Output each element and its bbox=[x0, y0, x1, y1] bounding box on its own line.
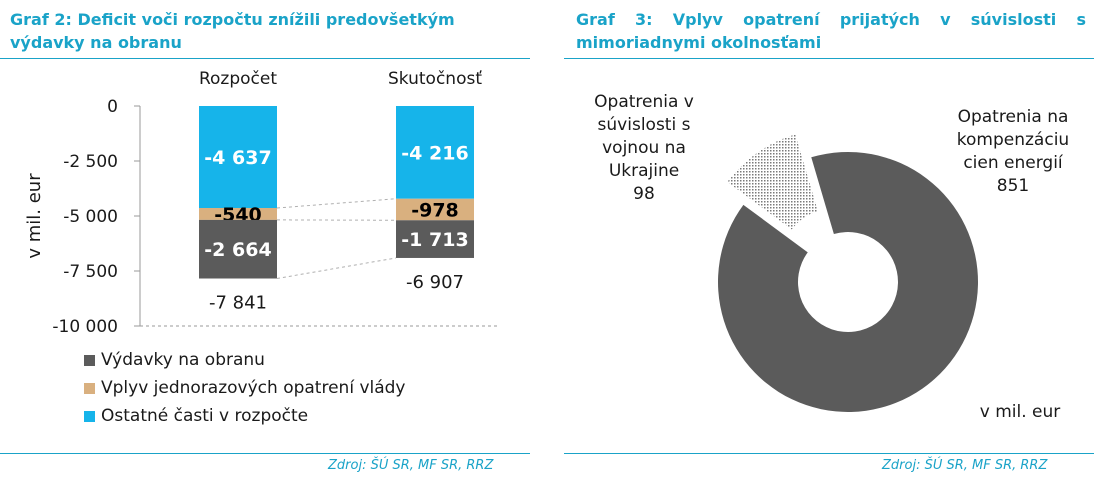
legend-label: Výdavky na obranu bbox=[101, 350, 265, 370]
source-note: Zdroj: ŠÚ SR, MF SR, RRZ bbox=[328, 458, 494, 473]
bar-segment bbox=[199, 219, 277, 279]
donut-slice bbox=[718, 151, 978, 412]
slice-label: Opatrenia v súvislosti s vojnou na Ukrajine… bbox=[594, 92, 694, 204]
y-tick-label: -7 500 bbox=[63, 262, 118, 282]
total-label: -7 841 bbox=[209, 293, 267, 314]
chart-title: Graf 2: Deficit voči rozpočtu znížili pr… bbox=[10, 10, 455, 52]
category-label: Rozpočet bbox=[199, 69, 277, 89]
chart-title: Graf 3: Vplyv opatrení prijatých v súvis… bbox=[576, 10, 1086, 52]
connector-line bbox=[276, 198, 397, 209]
title-divider bbox=[0, 58, 530, 59]
y-axis-label: v mil. eur bbox=[24, 173, 45, 259]
legend-item: Výdavky na obranu bbox=[84, 346, 406, 374]
chart-panel-right: Graf 3: Vplyv opatrení prijatých v súvis… bbox=[560, 0, 1094, 488]
data-label: -4 216 bbox=[401, 142, 468, 164]
legend-label: Ostatné časti v rozpočte bbox=[101, 406, 309, 426]
category-label: Skutočnosť bbox=[388, 69, 482, 89]
data-label: -2 664 bbox=[204, 239, 271, 261]
bar-segment bbox=[396, 198, 474, 221]
bar-segment bbox=[199, 208, 277, 220]
chart-panel-left: Graf 2: Deficit voči rozpočtu znížili pr… bbox=[0, 0, 530, 488]
bar-segment bbox=[199, 106, 277, 209]
source-note: Zdroj: ŠÚ SR, MF SR, RRZ bbox=[882, 458, 1048, 473]
y-tick-label: 0 bbox=[107, 97, 118, 117]
data-label: -978 bbox=[411, 200, 459, 222]
y-tick-label: -5 000 bbox=[63, 207, 118, 227]
legend-swatch bbox=[84, 410, 95, 422]
donut-chart: Opatrenia v súvislosti s vojnou na Ukrajine… bbox=[594, 92, 1069, 422]
donut-slice bbox=[727, 134, 818, 230]
legend-item: Vplyv jednorazových opatrení vlády bbox=[84, 374, 406, 402]
bar-segment bbox=[396, 220, 474, 258]
bar-segment bbox=[396, 106, 474, 199]
legend-swatch bbox=[84, 382, 95, 394]
chart-legend: Výdavky na obranu Vplyv jednorazových opa… bbox=[84, 346, 406, 430]
y-tick-label: -10 000 bbox=[52, 317, 118, 337]
data-label: -4 637 bbox=[204, 147, 271, 169]
legend-label: Vplyv jednorazových opatrení vlády bbox=[101, 378, 406, 398]
total-label: -6 907 bbox=[406, 272, 464, 293]
legend-swatch bbox=[84, 354, 95, 366]
y-tick-label: -2 500 bbox=[63, 152, 118, 172]
connector-line bbox=[276, 257, 397, 279]
footer-divider bbox=[564, 453, 1094, 454]
unit-note: v mil. eur bbox=[980, 402, 1061, 422]
title-divider bbox=[564, 58, 1094, 59]
footer-divider bbox=[0, 453, 530, 454]
stacked-bar-chart: 0 -2 500 -5 000 -7 500 -10 000 v mil. eur Rozp… bbox=[24, 69, 500, 337]
data-label: -1 713 bbox=[401, 229, 468, 251]
slice-label: Opatrenia na kompenzáciu cien energií 851 bbox=[957, 107, 1069, 196]
legend-item: Ostatné časti v rozpočte bbox=[84, 402, 406, 430]
